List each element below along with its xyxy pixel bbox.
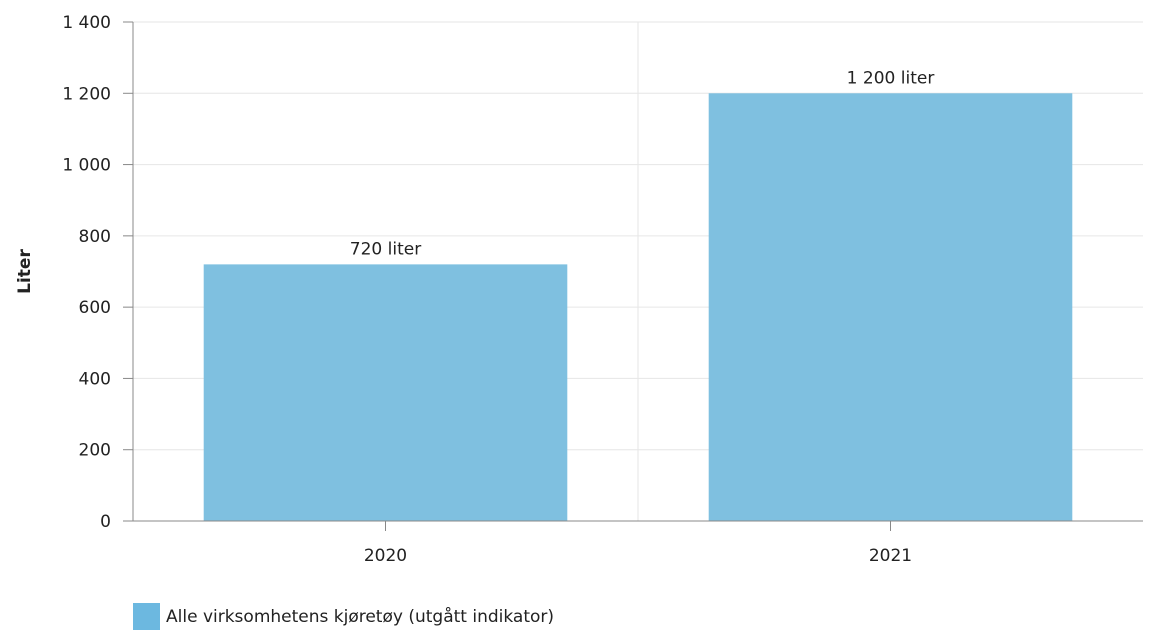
legend[interactable]: Alle virksomhetens kjøretøy (utgått indi…	[133, 603, 554, 630]
bar-2020	[203, 264, 568, 521]
y-axis-title: Liter	[15, 249, 35, 294]
data-label: 720 liter	[350, 239, 421, 259]
x-tick-label: 2020	[364, 546, 407, 566]
legend-swatch	[133, 603, 160, 630]
y-tick-label: 0	[100, 512, 111, 532]
data-label: 1 200 liter	[847, 68, 935, 88]
y-tick-label: 1 400	[62, 13, 111, 33]
y-tick-label: 1 200	[62, 84, 111, 104]
y-tick-label: 200	[79, 441, 111, 461]
y-tick-label: 400	[79, 369, 111, 389]
y-tick-label: 800	[79, 227, 111, 247]
legend-label: Alle virksomhetens kjøretøy (utgått indi…	[166, 606, 555, 627]
x-tick-label: 2021	[869, 546, 912, 566]
y-tick-label: 600	[79, 298, 111, 318]
y-tick-label: 1 000	[62, 156, 111, 176]
bar-chart: 0 200 400 600 800 1 000 1 200 1 400 720 liter 202…	[15, 13, 1143, 566]
bar-2021	[708, 93, 1073, 522]
